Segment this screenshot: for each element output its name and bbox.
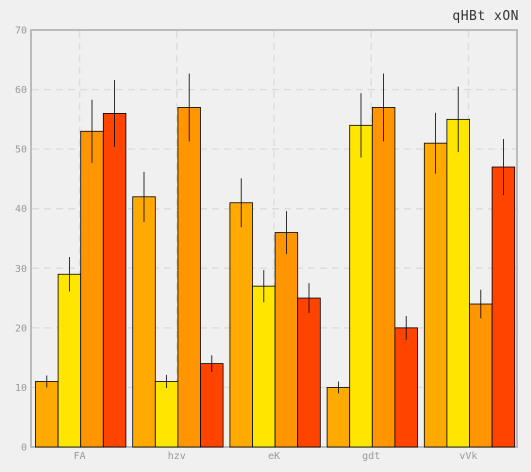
bar (423, 142, 448, 448)
bar (297, 297, 321, 448)
y-tick-label: 20 (15, 323, 27, 334)
chart-title: qHBt xON (452, 9, 519, 24)
bar (154, 381, 179, 448)
bar (274, 232, 299, 448)
y-tick-label: 50 (15, 145, 27, 156)
y-tick-label: 70 (15, 26, 27, 37)
x-tick-label: eK (268, 451, 280, 462)
bar (80, 130, 104, 448)
bar (394, 327, 418, 448)
bar (57, 273, 82, 448)
bars-layer (35, 107, 516, 448)
x-tick-label: FA (74, 451, 86, 462)
y-tick-label: 10 (15, 383, 27, 394)
bar (446, 118, 470, 448)
x-tick-label: vVk (459, 451, 477, 462)
bar (200, 363, 224, 448)
x-axis-ticks: FA hzv eK gdt vVk (74, 451, 478, 462)
error-bars-layer (46, 73, 504, 394)
bar (229, 202, 253, 448)
bar (326, 387, 351, 448)
y-tick-label: 0 (21, 443, 27, 454)
bar (469, 303, 493, 448)
bar (132, 196, 156, 448)
y-axis-ticks: 0 10 20 30 40 50 60 70 (15, 26, 27, 454)
bar (177, 107, 201, 448)
x-tick-label: gdt (362, 451, 380, 462)
y-tick-label: 60 (15, 85, 27, 96)
y-tick-label: 40 (15, 204, 27, 215)
bar (252, 285, 276, 448)
bar (102, 113, 127, 448)
bar (349, 124, 373, 448)
y-tick-label: 30 (15, 264, 27, 275)
bar (35, 381, 59, 448)
bar (371, 107, 396, 448)
bar (491, 166, 516, 448)
x-tick-label: hzv (168, 451, 186, 462)
